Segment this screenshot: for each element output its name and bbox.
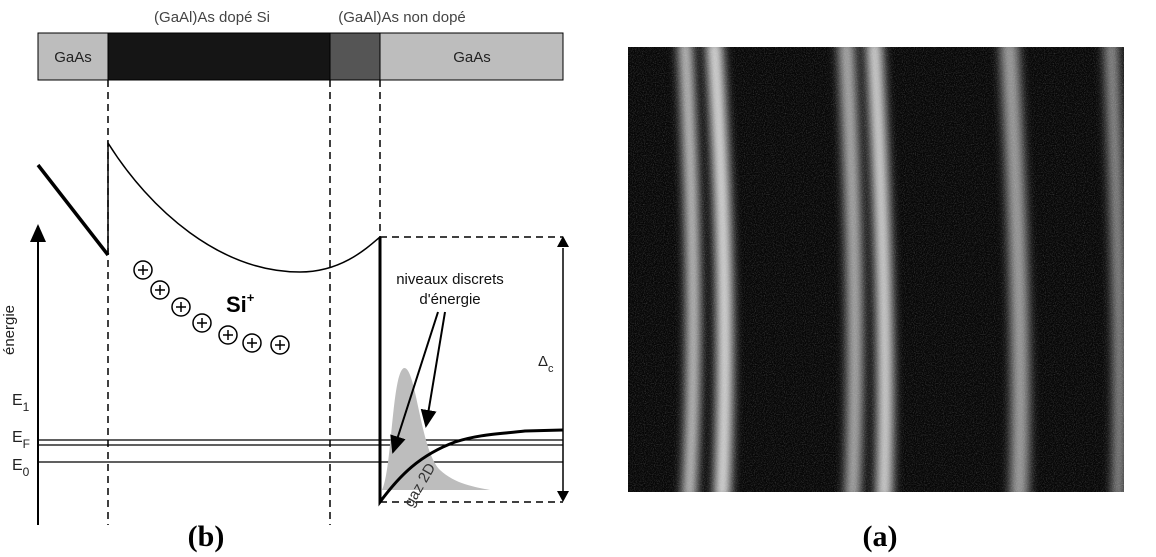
ion (192, 313, 212, 333)
layer (107, 32, 331, 81)
ion-label: Si+ (226, 290, 255, 317)
level-sub: F (23, 437, 30, 451)
ion-sign (176, 302, 186, 312)
offset-main: Δ (538, 353, 548, 370)
layer-label: GaAs (54, 49, 92, 66)
ion-sign (275, 340, 285, 350)
ion (150, 280, 170, 300)
ion-sign (138, 265, 148, 275)
panel-label: (b) (188, 520, 225, 553)
ion (270, 335, 290, 355)
band-edge (107, 140, 381, 273)
layer (329, 32, 381, 81)
ion-sup: + (247, 290, 255, 305)
ion-main: Si (226, 292, 247, 317)
level-main: E (12, 457, 23, 474)
level-sub: 1 (23, 400, 30, 414)
band-edge (36, 163, 110, 257)
ion (242, 333, 262, 353)
top-label: (GaAl)As dopé Si (154, 9, 270, 26)
ions (133, 260, 290, 355)
ion-sign (223, 330, 233, 340)
layer (379, 32, 564, 81)
offset-sub: c (548, 363, 554, 375)
panel-label: (a) (863, 520, 898, 553)
layer-bar: GaAs GaAs (37, 32, 564, 81)
level-label: E1 (12, 392, 30, 414)
wavefunction (382, 367, 490, 490)
axis-label: énergie (1, 305, 18, 355)
annotation-arrow (420, 311, 446, 428)
level-label: EF (12, 429, 30, 451)
ion-sign (247, 338, 257, 348)
ion-sign (197, 318, 207, 328)
annotation: niveaux discrets (396, 271, 504, 288)
ion (218, 325, 238, 345)
level-sub: 0 (23, 465, 30, 479)
ion-sign (155, 285, 165, 295)
annotation-arrow (390, 311, 439, 454)
layer (37, 32, 109, 81)
annotation: d'énergie (419, 291, 480, 308)
top-label: (GaAl)As non dopé (338, 9, 466, 26)
ion (133, 260, 153, 280)
level-label: E0 (12, 457, 30, 479)
band-edge (378, 237, 564, 507)
level-main: E (12, 392, 23, 409)
fringe-image (628, 47, 1124, 492)
level-lines (38, 439, 563, 463)
ion (171, 297, 191, 317)
interfaces (107, 80, 563, 525)
level-main: E (12, 429, 23, 446)
offset-label: Δc (538, 353, 554, 375)
layer-label: GaAs (453, 49, 491, 66)
